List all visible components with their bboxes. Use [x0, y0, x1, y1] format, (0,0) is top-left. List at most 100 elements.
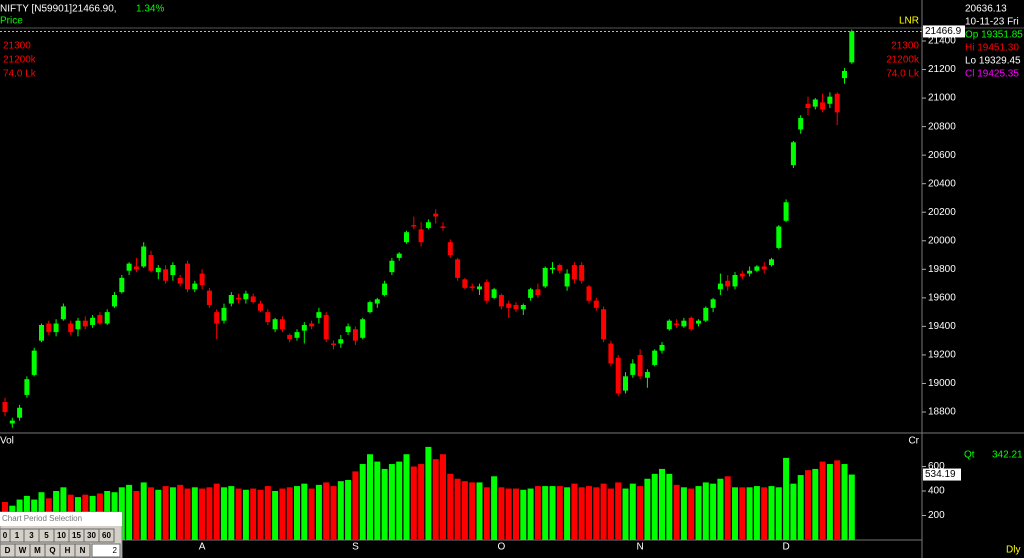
candle-body: [696, 320, 701, 324]
period-button[interactable]: [74, 543, 91, 558]
volume-bar: [710, 483, 717, 540]
candle-body: [170, 265, 176, 276]
volume-bar: [775, 487, 782, 540]
info-value: 20636.13: [965, 4, 1007, 15]
candle-body: [747, 270, 753, 274]
volume-bar: [352, 471, 359, 540]
volume-bar: [213, 483, 220, 540]
volume-bar: [308, 488, 315, 540]
candle-body: [367, 302, 373, 313]
volume-bar: [556, 486, 563, 540]
info-date: 10-11-23 Fri: [965, 17, 1019, 28]
candle-body: [528, 289, 534, 298]
volume-bar: [615, 482, 622, 540]
period-button-label[interactable]: 0: [3, 531, 8, 540]
candle-body: [323, 314, 329, 340]
candle-body: [265, 312, 271, 323]
candle-body: [491, 289, 497, 298]
candle-body: [586, 286, 592, 301]
volume-bar: [534, 486, 541, 540]
candle-body: [557, 265, 563, 271]
period-button-label[interactable]: D: [5, 546, 11, 555]
candle-body: [53, 323, 59, 333]
volume-bar: [732, 487, 738, 540]
period-button-label[interactable]: W: [19, 546, 27, 555]
volume-bar: [155, 489, 162, 540]
candle-body: [725, 280, 731, 287]
candle-body: [477, 286, 482, 290]
period-button[interactable]: [98, 528, 115, 543]
period-button-label[interactable]: 5: [44, 531, 49, 540]
volume-bar: [461, 481, 468, 540]
candle-body: [812, 99, 818, 107]
last-volume-box: [923, 468, 961, 481]
candle-body: [761, 266, 767, 270]
candle-body: [338, 339, 344, 344]
change: 1.34%: [136, 4, 164, 15]
candle-body: [163, 269, 169, 281]
volume-bar: [367, 454, 373, 540]
candle-body: [506, 303, 512, 308]
volume-bar: [272, 490, 279, 540]
symbol: NIFTY [N59901]21466.90,: [0, 4, 117, 15]
volume-bar: [797, 475, 804, 540]
period-input[interactable]: [91, 543, 121, 558]
candle-body: [243, 293, 249, 300]
volume-bar: [177, 484, 184, 540]
candle-body: [352, 329, 358, 341]
volume-bar: [330, 486, 337, 540]
candle-body: [783, 202, 789, 221]
candle-body: [462, 279, 468, 288]
period-button-label[interactable]: 1: [15, 531, 20, 540]
period-button-label[interactable]: 10: [57, 531, 66, 540]
period-button-label[interactable]: H: [65, 546, 71, 555]
volume-bar: [454, 478, 461, 540]
period-button-label[interactable]: 60: [102, 531, 111, 540]
volume-bar: [819, 461, 826, 540]
candle-body: [82, 320, 88, 327]
volume-bar: [447, 473, 454, 540]
candle-body: [623, 376, 628, 391]
candle-body: [382, 283, 388, 296]
candle-body: [637, 354, 643, 377]
y-tick-label: 19200: [928, 350, 956, 361]
period-button-label[interactable]: 3: [29, 531, 34, 540]
period-input-value[interactable]: 2: [113, 546, 118, 555]
y-tick-label: 19800: [928, 264, 956, 275]
candle-body: [790, 142, 796, 166]
period-indicator: Dly: [1006, 545, 1020, 556]
x-tick-label: D: [782, 542, 789, 553]
period-button-label[interactable]: N: [80, 546, 86, 555]
candle-body: [126, 263, 132, 271]
candle-body: [798, 118, 804, 130]
volume-bar: [841, 464, 848, 540]
info-high: Hi 19451.30: [965, 43, 1019, 54]
volume-bar: [483, 487, 490, 540]
candle-body: [272, 319, 278, 330]
volume-bar: [673, 484, 680, 540]
volume-bar: [388, 464, 395, 540]
period-button-label[interactable]: 15: [72, 531, 81, 540]
volume-bar: [279, 488, 286, 540]
volume-bar: [724, 476, 731, 540]
period-button-label[interactable]: M: [34, 546, 41, 555]
period-panel: Chart Period Selection 0 1 3 5 10 15 30 60 D W M Q H…: [0, 511, 123, 558]
y-tick-label: 19400: [928, 321, 956, 332]
candle-body: [440, 226, 446, 228]
candle-body: [396, 253, 402, 258]
y-tick-label: 20200: [928, 207, 956, 218]
candle-body: [681, 320, 687, 327]
x-tick-label: A: [199, 542, 206, 553]
info-close: Cl 19425.35: [965, 69, 1019, 80]
candle-body: [579, 265, 585, 281]
volume-bar: [644, 478, 651, 540]
candle-body: [769, 259, 774, 266]
volume-bar: [753, 486, 760, 540]
candle-body: [411, 225, 417, 227]
period-button-label[interactable]: Q: [49, 546, 55, 555]
period-button-label[interactable]: 30: [87, 531, 96, 540]
info-open: Op 19351.85: [965, 30, 1023, 41]
y-tick-label: 21000: [928, 93, 956, 104]
volume-bar: [505, 488, 512, 540]
volume-bar: [140, 482, 147, 540]
